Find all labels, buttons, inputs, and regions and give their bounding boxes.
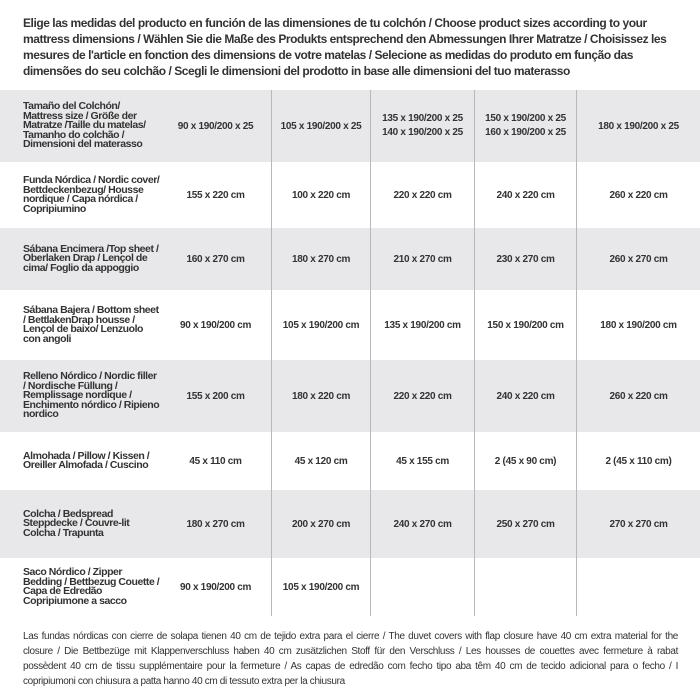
row-label: Colcha / Bedspread Steppdecke / Couvre-l… [23,507,130,539]
table-row: Colcha / Bedspread Steppdecke / Couvre-l… [0,490,700,558]
size-cell: 45 x 120 cm [272,432,371,490]
intro-text: Elige las medidas del producto en funció… [23,16,667,78]
table-row: Saco Nórdico / Zipper Bedding / Bettbezu… [0,558,700,616]
size-cell: 180 x 220 cm [272,360,371,432]
size-cell: 250 x 270 cm [475,490,577,558]
size-cell: 220 x 220 cm [371,360,475,432]
size-cell: 180 x 270 cm [160,490,272,558]
size-cell: 150 x 190/200 cm [475,290,577,360]
row-label: Almohada / Pillow / Kissen / Oreiller Al… [23,449,150,471]
size-cell [577,558,700,616]
size-cell [371,558,475,616]
table-row: Relleno Nórdico / Nordic filler / Nordis… [0,360,700,432]
row-label: Relleno Nórdico / Nordic filler / Nordis… [23,370,160,421]
size-cell: 2 (45 x 110 cm) [605,455,672,467]
table-row: Sábana Bajera / Bottom sheet / Bettlaken… [0,290,700,360]
header-size: 150 x 190/200 x 25 [485,113,566,124]
size-cell: 2 (45 x 90 cm) [475,432,577,490]
size-cell: 155 x 220 cm [160,162,272,228]
footnote: Las fundas nórdicas con cierre de solapa… [23,631,678,687]
row-label: Sábana Bajera / Bottom sheet / Bettlaken… [23,304,159,345]
size-cell: 240 x 270 cm [371,490,475,558]
size-cell: 105 x 190/200 cm [272,558,371,616]
size-cell: 160 x 270 cm [160,228,272,290]
header-cell: 135 x 190/200 x 25 140 x 190/200 x 25 [371,90,475,162]
size-cell: 100 x 220 cm [272,162,371,228]
header-cell: 150 x 190/200 x 25 160 x 190/200 x 25 [475,90,577,162]
size-cell: 180 x 270 cm [272,228,371,290]
size-cell: 260 x 270 cm [609,253,668,265]
size-cell: 240 x 220 cm [475,360,577,432]
size-cell: 260 x 220 cm [609,390,668,402]
header-cell: 105 x 190/200 x 25 [272,90,371,162]
header-label: Tamaño del Colchón/ Mattress size / Größ… [23,100,146,151]
header-size: 135 x 190/200 x 25 [382,113,463,124]
size-cell: 135 x 190/200 cm [371,290,475,360]
size-cell: 155 x 200 cm [160,360,272,432]
table-header-row: Tamaño del Colchón/ Mattress size / Größ… [0,90,700,162]
size-cell: 45 x 155 cm [371,432,475,490]
row-label: Sábana Encimera /Top sheet / Oberlaken D… [23,242,159,274]
size-cell: 90 x 190/200 cm [160,558,272,616]
size-cell: 220 x 220 cm [371,162,475,228]
size-cell: 45 x 110 cm [160,432,272,490]
size-cell: 240 x 220 cm [475,162,577,228]
size-cell: 230 x 270 cm [475,228,577,290]
header-size: 140 x 190/200 x 25 [382,127,463,138]
size-cell: 180 x 190/200 cm [600,319,677,331]
header-cell: 90 x 190/200 x 25 [160,90,272,162]
header-cell: 180 x 190/200 x 25 [598,120,679,132]
size-cell: 105 x 190/200 cm [272,290,371,360]
row-label: Funda Nórdica / Nordic cover/ Bettdecken… [23,174,160,215]
table-row: Funda Nórdica / Nordic cover/ Bettdecken… [0,162,700,228]
size-table: Tamaño del Colchón/ Mattress size / Größ… [0,90,700,616]
row-label: Saco Nórdico / Zipper Bedding / Bettbezu… [23,566,160,607]
table-row: Almohada / Pillow / Kissen / Oreiller Al… [0,432,700,490]
size-cell: 260 x 220 cm [609,189,668,201]
table-row: Sábana Encimera /Top sheet / Oberlaken D… [0,228,700,290]
size-cell: 270 x 270 cm [609,518,668,530]
size-cell: 210 x 270 cm [371,228,475,290]
header-size: 160 x 190/200 x 25 [485,127,566,138]
size-cell [475,558,577,616]
size-cell: 200 x 270 cm [272,490,371,558]
size-cell: 90 x 190/200 cm [160,290,272,360]
